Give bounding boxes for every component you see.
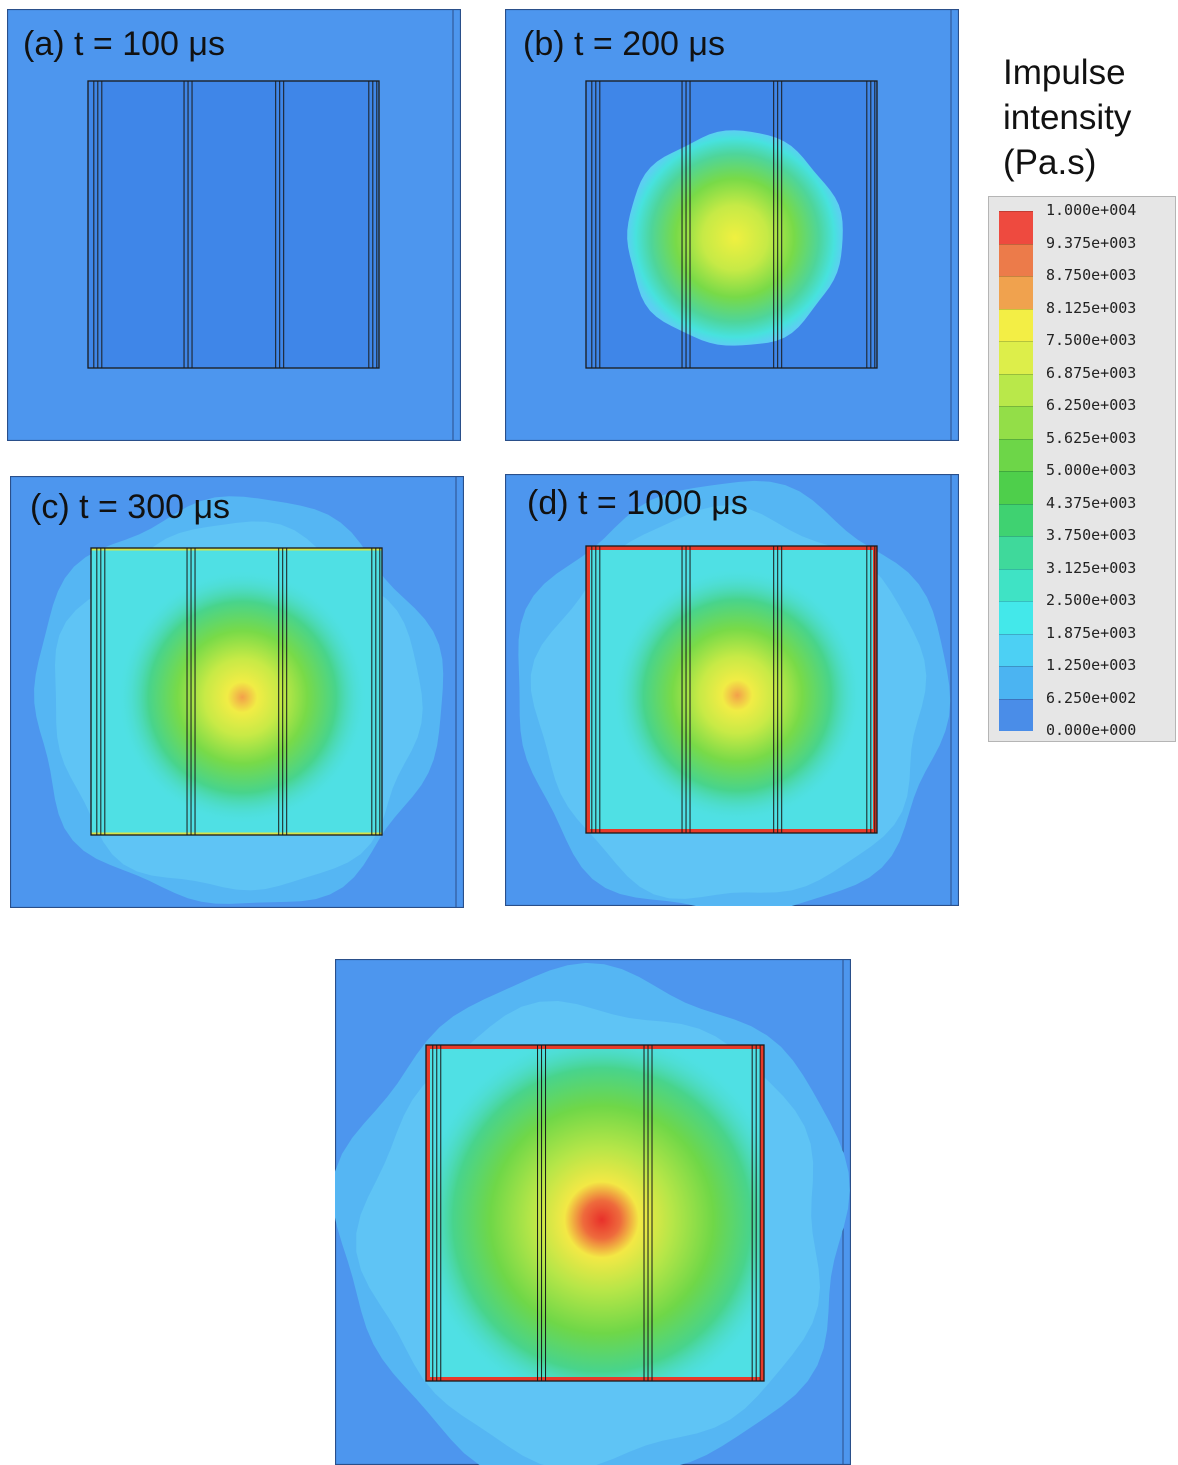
legend-tick-label: 8.125e+003	[1046, 298, 1137, 317]
legend-swatch	[999, 438, 1033, 471]
legend-tick-label: 4.375e+003	[1046, 493, 1137, 512]
legend-tick-label: 9.375e+003	[1046, 233, 1137, 252]
panel-label-b: (b) t = 200 μs	[523, 25, 725, 63]
domain-border	[505, 9, 959, 441]
legend-tick-label: 6.250e+002	[1046, 688, 1137, 707]
edge-impulse-bottom	[586, 829, 877, 833]
legend-swatch	[999, 633, 1033, 666]
edge-impulse-top	[426, 1045, 764, 1049]
legend-title: Impulse intensity (Pa.s)	[1003, 50, 1131, 185]
legend-swatch	[999, 211, 1033, 244]
panel-a: (a) t = 100 μs	[7, 9, 461, 441]
contour-plot-a	[7, 9, 461, 441]
impulse-front	[627, 130, 843, 346]
legend-swatch	[999, 373, 1033, 406]
impulse-core	[612, 567, 863, 823]
plate-border	[425, 1044, 765, 1382]
legend-swatch	[999, 503, 1033, 536]
legend-swatch	[999, 666, 1033, 699]
legend-tick-label: 3.125e+003	[1046, 558, 1137, 577]
edge-impulse-right	[760, 1045, 764, 1381]
color-legend: 1.000e+004 9.375e+003 8.750e+003 8.125e+003…	[988, 196, 1176, 742]
impulse-core	[117, 569, 368, 825]
legend-tick-label: 1.250e+003	[1046, 656, 1137, 674]
plate-border	[90, 547, 383, 836]
edge-impulse-top	[91, 548, 382, 551]
legend-swatch	[999, 406, 1033, 439]
panel-label-d: (d) t = 1000 μs	[527, 484, 748, 522]
legend-swatch	[999, 471, 1033, 504]
edge-impulse-left	[586, 546, 590, 833]
plate-border	[585, 545, 878, 834]
legend-tick-label: 5.000e+003	[1046, 461, 1137, 479]
domain-border	[10, 476, 464, 908]
legend-swatch	[999, 568, 1033, 601]
plate-border	[87, 80, 380, 369]
panel-label-c: (c) t = 300 μs	[30, 488, 231, 526]
edge-impulse-left	[426, 1045, 430, 1381]
legend-tick-label: 2.500e+003	[1046, 591, 1137, 609]
panel-b: (b) t = 200 μs	[505, 9, 959, 441]
edge-impulse-top	[586, 546, 877, 550]
contour-plot-c	[10, 476, 464, 908]
panel-e	[335, 959, 851, 1465]
legend-swatch	[999, 276, 1033, 309]
legend-tick-label: 1.875e+003	[1046, 623, 1137, 642]
legend-tick-label: 3.750e+003	[1046, 526, 1137, 544]
legend-swatch	[999, 308, 1033, 341]
legend-swatch	[999, 698, 1033, 731]
panel-label-a: (a) t = 100 μs	[23, 25, 225, 63]
legend-tick-label: 1.000e+004	[1046, 201, 1137, 219]
legend-tick-label: 8.750e+003	[1046, 266, 1137, 284]
impulse-core	[426, 1045, 764, 1381]
plate	[88, 81, 379, 368]
edge-impulse-bottom	[426, 1377, 764, 1381]
contour-plot-b	[505, 9, 959, 441]
contour-plot-e	[335, 959, 851, 1465]
legend-swatch	[999, 341, 1033, 374]
edge-impulse-bottom	[91, 832, 382, 835]
legend-tick-label: 6.250e+003	[1046, 396, 1137, 414]
legend-tick-label: 7.500e+003	[1046, 331, 1137, 349]
legend-tick-label: 0.000e+000	[1046, 721, 1137, 739]
legend-swatch	[999, 536, 1033, 569]
contour-plot-d	[505, 474, 959, 906]
legend-title-line-3: (Pa.s)	[1003, 143, 1097, 182]
plate-border	[585, 80, 878, 369]
legend-tick-label: 6.875e+003	[1046, 363, 1137, 382]
legend-title-line-1: Impulse	[1003, 53, 1126, 92]
domain-border	[7, 9, 461, 441]
legend-swatch	[999, 601, 1033, 634]
panel-d: (d) t = 1000 μs	[505, 474, 959, 906]
legend-swatch	[999, 243, 1033, 276]
panel-c: (c) t = 300 μs	[10, 476, 464, 908]
legend-tick-label: 5.625e+003	[1046, 428, 1137, 447]
legend-title-line-2: intensity	[1003, 98, 1132, 137]
